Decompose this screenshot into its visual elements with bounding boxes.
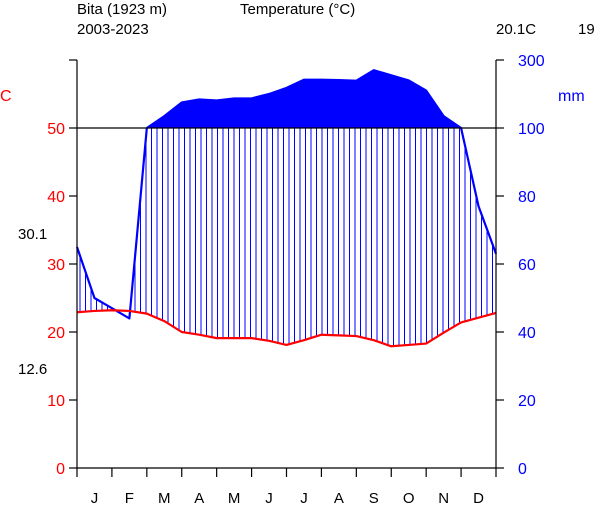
left-axis-tick-label: 30 bbox=[47, 257, 65, 274]
chart-title: Temperature (°C) bbox=[240, 1, 355, 18]
right-axis-tick-label: 40 bbox=[518, 325, 536, 342]
month-label: O bbox=[403, 490, 415, 507]
left-axis-tick-label: 40 bbox=[47, 189, 65, 206]
right-axis-tick-label: 20 bbox=[518, 393, 536, 410]
temperature-line bbox=[76, 309, 497, 348]
month-label: M bbox=[228, 490, 241, 507]
right-axis-unit: mm bbox=[558, 88, 585, 105]
tick-label-layer: 0 10 20 30 40 50 0 20 40 60 80 100 300 J F M A M J J A S O N D bbox=[47, 53, 545, 507]
chart-fill-layer bbox=[146, 70, 462, 128]
month-label: S bbox=[369, 490, 379, 507]
right-axis-tick-label: 300 bbox=[518, 53, 545, 70]
left-axis-tick-label: 0 bbox=[56, 461, 65, 478]
left-axis-tick-label: 10 bbox=[47, 393, 65, 410]
left-axis-tick-label: 20 bbox=[47, 325, 65, 342]
month-label: D bbox=[473, 490, 484, 507]
max-temperature-label: 30.1 bbox=[18, 226, 47, 243]
left-axis-unit: C bbox=[0, 88, 12, 105]
right-axis-tick-label: 100 bbox=[518, 121, 545, 138]
mean-temperature: 20.1C bbox=[496, 21, 536, 38]
month-label: J bbox=[300, 490, 308, 507]
month-label: J bbox=[91, 490, 99, 507]
right-axis-tick-label: 80 bbox=[518, 189, 536, 206]
month-label: A bbox=[194, 490, 204, 507]
month-label: M bbox=[158, 490, 171, 507]
month-label: N bbox=[438, 490, 449, 507]
min-temperature-label: 12.6 bbox=[18, 361, 47, 378]
annual-precipitation: 19 bbox=[578, 21, 595, 38]
axes-layer bbox=[69, 59, 504, 477]
humid-hatch-layer bbox=[79, 128, 493, 347]
month-label: A bbox=[334, 490, 344, 507]
wet-season-fill bbox=[146, 70, 462, 128]
right-axis-tick-label: 0 bbox=[518, 461, 527, 478]
left-axis-tick-label: 50 bbox=[47, 121, 65, 138]
station-name: Bita (1923 m) bbox=[77, 1, 167, 18]
month-label: J bbox=[265, 490, 273, 507]
period-label: 2003-2023 bbox=[77, 21, 149, 38]
month-label: F bbox=[125, 490, 134, 507]
right-axis-tick-label: 60 bbox=[518, 257, 536, 274]
